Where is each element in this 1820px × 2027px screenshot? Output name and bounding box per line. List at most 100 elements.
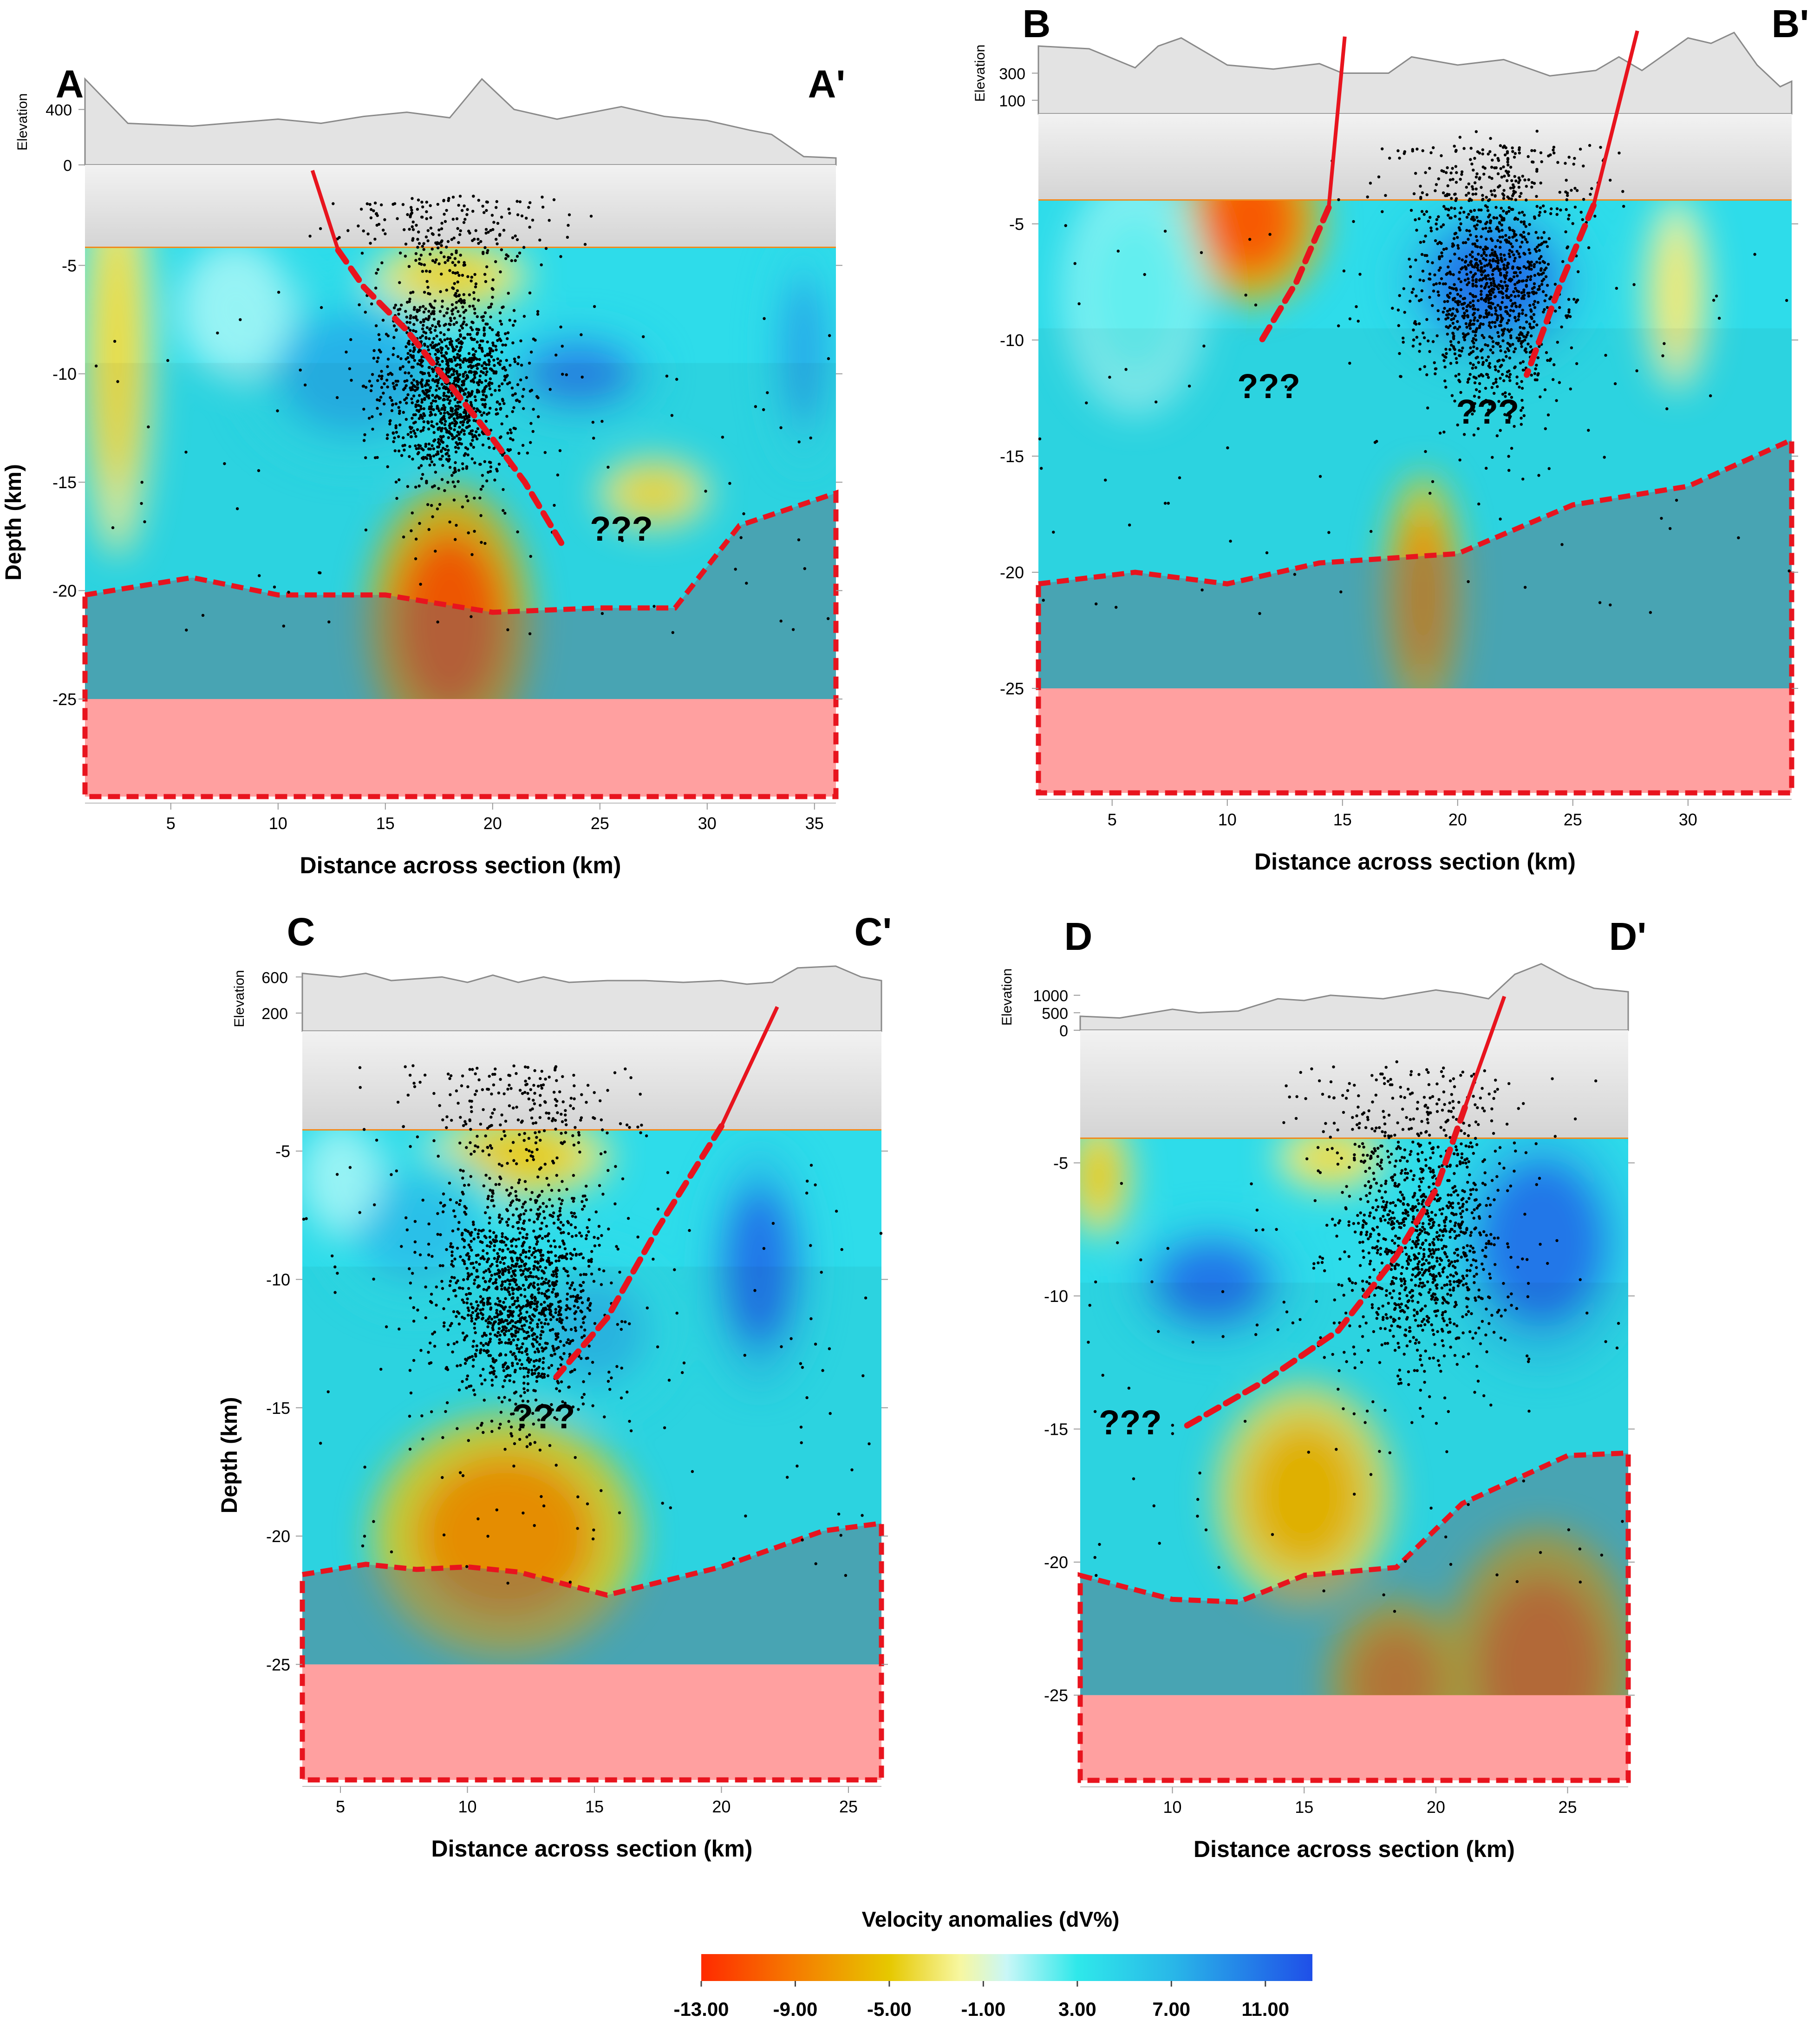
earthquake-dot <box>549 1214 553 1217</box>
earthquake-dot <box>610 1281 613 1285</box>
earthquake-dot <box>428 374 431 377</box>
earthquake-dot <box>501 1280 504 1283</box>
earthquake-dot <box>484 228 488 231</box>
earthquake-dot <box>421 205 424 209</box>
earthquake-dot <box>567 1232 570 1235</box>
earthquake-dot <box>579 1309 582 1313</box>
earthquake-dot <box>551 1408 554 1412</box>
earthquake-dot <box>565 1298 569 1301</box>
earthquake-dot <box>433 299 437 303</box>
earthquake-dot <box>1675 498 1678 502</box>
earthquake-dot <box>590 1257 593 1261</box>
earthquake-dot <box>555 1272 558 1275</box>
earthquake-dot <box>1500 176 1503 179</box>
earthquake-dot <box>1445 352 1448 355</box>
earthquake-dot <box>386 385 389 389</box>
earthquake-dot <box>673 1268 676 1271</box>
earthquake-dot <box>1529 308 1533 312</box>
earthquake-dot <box>551 1282 554 1286</box>
earthquake-dot <box>1446 208 1450 211</box>
earthquake-dot <box>484 379 488 382</box>
earthquake-dot <box>470 1306 474 1309</box>
earthquake-dot <box>504 1243 508 1247</box>
earthquake-dot <box>536 1217 539 1221</box>
earthquake-dot <box>461 416 464 419</box>
earthquake-dot <box>541 196 544 199</box>
earthquake-dot <box>467 1287 470 1290</box>
earthquake-dot <box>587 1298 590 1302</box>
earthquake-dot <box>573 1248 576 1251</box>
earthquake-dot <box>380 261 384 264</box>
earthquake-dot <box>1440 169 1443 172</box>
earthquake-dot <box>418 1080 422 1084</box>
earthquake-dot <box>528 1442 532 1445</box>
earthquake-dot <box>1561 260 1565 263</box>
earthquake-dot <box>1388 157 1391 160</box>
earthquake-dot <box>1491 277 1495 280</box>
earthquake-dot <box>479 1374 483 1377</box>
earthquake-dot <box>426 286 430 289</box>
earthquake-dot <box>472 1237 476 1241</box>
earthquake-dot <box>94 364 98 368</box>
earthquake-dot <box>540 1346 544 1349</box>
earthquake-dot <box>557 1259 561 1262</box>
earthquake-dot <box>426 229 430 232</box>
earthquake-dot <box>499 339 502 342</box>
earthquake-dot <box>396 217 399 220</box>
earthquake-dot <box>529 1088 533 1091</box>
earthquake-dot <box>1467 191 1470 195</box>
earthquake-dot <box>814 1562 817 1565</box>
earthquake-dot <box>497 1303 501 1307</box>
earthquake-dot <box>1487 152 1490 156</box>
earthquake-dot <box>496 1331 500 1334</box>
earthquake-dot <box>1590 187 1593 190</box>
earthquake-dot <box>1539 181 1542 185</box>
earthquake-dot <box>428 366 431 369</box>
earthquake-dot <box>1517 176 1520 179</box>
earthquake-dot <box>1484 386 1487 390</box>
earthquake-dot <box>473 370 476 374</box>
earthquake-dot <box>505 1189 509 1192</box>
earthquake-dot <box>394 402 398 405</box>
earthquake-dot <box>465 1386 468 1390</box>
earthquake-dot <box>429 1361 433 1365</box>
earthquake-dot <box>363 1465 366 1469</box>
earthquake-dot <box>518 400 521 403</box>
earthquake-dot <box>501 1268 504 1271</box>
earthquake-dot <box>483 246 487 249</box>
earthquake-dot <box>1377 175 1381 178</box>
earthquake-dot <box>461 462 464 465</box>
earthquake-dot <box>475 1348 478 1352</box>
earthquake-dot <box>437 246 440 249</box>
earthquake-dot <box>530 1116 534 1120</box>
earthquake-dot <box>445 311 449 314</box>
earthquake-dot <box>406 393 410 396</box>
earthquake-dot <box>533 1069 536 1072</box>
earthquake-dot <box>1503 280 1507 284</box>
earthquake-dot <box>583 1194 587 1197</box>
earthquake-dot <box>1402 336 1405 340</box>
earthquake-dot <box>484 231 488 235</box>
earthquake-dot <box>477 299 480 302</box>
earthquake-dot <box>430 1410 433 1413</box>
earthquake-dot <box>577 1131 581 1134</box>
earthquake-dot <box>476 363 479 366</box>
earthquake-dot <box>437 428 440 431</box>
earthquake-dot <box>376 268 379 271</box>
earthquake-dot <box>1529 275 1533 278</box>
earthquake-dot <box>525 216 528 220</box>
earthquake-dot <box>1522 327 1525 330</box>
earthquake-dot <box>621 1177 625 1181</box>
earthquake-dot <box>1427 1083 1431 1086</box>
earthquake-dot <box>522 1330 526 1333</box>
earthquake-dot <box>544 247 548 250</box>
earthquake-dot <box>562 1256 566 1259</box>
earthquake-dot <box>498 1300 502 1303</box>
earthquake-dot <box>566 1220 569 1223</box>
earthquake-dot <box>373 201 377 205</box>
earthquake-dot <box>1422 336 1426 340</box>
earthquake-dot <box>488 1270 491 1274</box>
earthquake-dot <box>396 379 399 383</box>
earthquake-dot <box>1409 275 1412 278</box>
earthquake-dot <box>1390 1324 1393 1327</box>
